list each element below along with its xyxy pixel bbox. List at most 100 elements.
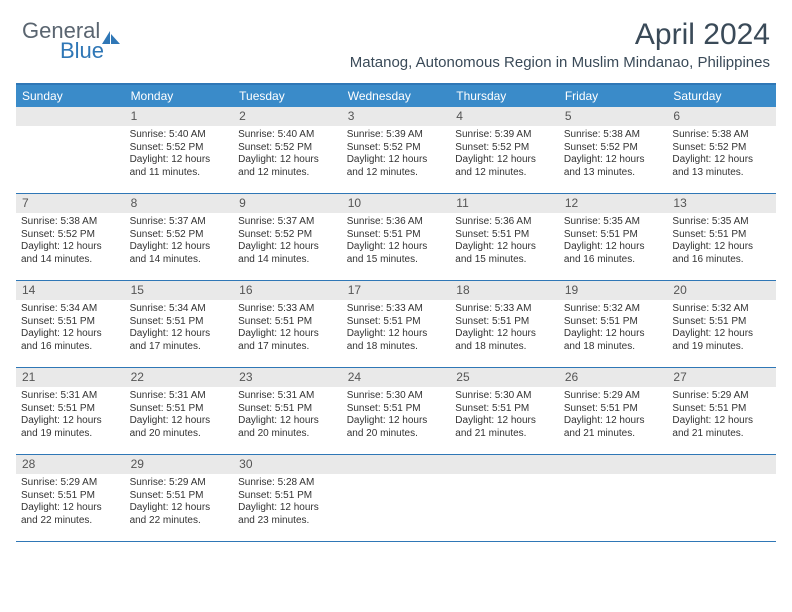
day-dl1: Daylight: 12 hours	[564, 328, 663, 341]
day-body: Sunrise: 5:31 AMSunset: 5:51 PMDaylight:…	[233, 387, 342, 444]
day-body: Sunrise: 5:29 AMSunset: 5:51 PMDaylight:…	[667, 387, 776, 444]
day-ss: Sunset: 5:51 PM	[21, 316, 120, 329]
day-number: 9	[233, 194, 342, 213]
day-number: 29	[125, 455, 234, 474]
day-sr: Sunrise: 5:33 AM	[238, 303, 337, 316]
title-block: April 2024 Matanog, Autonomous Region in…	[350, 18, 770, 71]
day-cell: 28Sunrise: 5:29 AMSunset: 5:51 PMDayligh…	[16, 455, 125, 541]
day-number: 8	[125, 194, 234, 213]
day-sr: Sunrise: 5:29 AM	[130, 477, 229, 490]
day-dl2: and 12 minutes.	[238, 167, 337, 180]
day-dl1: Daylight: 12 hours	[21, 502, 120, 515]
day-cell: 17Sunrise: 5:33 AMSunset: 5:51 PMDayligh…	[342, 281, 451, 367]
day-dl1: Daylight: 12 hours	[238, 328, 337, 341]
day-cell: 3Sunrise: 5:39 AMSunset: 5:52 PMDaylight…	[342, 107, 451, 193]
day-body: Sunrise: 5:32 AMSunset: 5:51 PMDaylight:…	[559, 300, 668, 357]
day-sr: Sunrise: 5:39 AM	[347, 129, 446, 142]
day-cell: 21Sunrise: 5:31 AMSunset: 5:51 PMDayligh…	[16, 368, 125, 454]
month-title: April 2024	[350, 18, 770, 52]
day-cell: 11Sunrise: 5:36 AMSunset: 5:51 PMDayligh…	[450, 194, 559, 280]
day-dl1: Daylight: 12 hours	[564, 415, 663, 428]
day-dl1: Daylight: 12 hours	[672, 415, 771, 428]
day-sr: Sunrise: 5:29 AM	[21, 477, 120, 490]
day-sr: Sunrise: 5:32 AM	[564, 303, 663, 316]
day-sr: Sunrise: 5:40 AM	[238, 129, 337, 142]
day-ss: Sunset: 5:52 PM	[130, 142, 229, 155]
day-number: 18	[450, 281, 559, 300]
day-dl2: and 13 minutes.	[672, 167, 771, 180]
day-cell: 4Sunrise: 5:39 AMSunset: 5:52 PMDaylight…	[450, 107, 559, 193]
day-cell: 8Sunrise: 5:37 AMSunset: 5:52 PMDaylight…	[125, 194, 234, 280]
day-number: 28	[16, 455, 125, 474]
day-dl1: Daylight: 12 hours	[455, 328, 554, 341]
day-body	[559, 474, 668, 481]
day-body: Sunrise: 5:38 AMSunset: 5:52 PMDaylight:…	[667, 126, 776, 183]
day-number: 13	[667, 194, 776, 213]
weekday-header: Monday	[125, 85, 234, 107]
day-dl1: Daylight: 12 hours	[130, 502, 229, 515]
day-ss: Sunset: 5:51 PM	[564, 229, 663, 242]
day-dl2: and 20 minutes.	[238, 428, 337, 441]
day-cell: 16Sunrise: 5:33 AMSunset: 5:51 PMDayligh…	[233, 281, 342, 367]
day-sr: Sunrise: 5:33 AM	[455, 303, 554, 316]
day-body: Sunrise: 5:39 AMSunset: 5:52 PMDaylight:…	[450, 126, 559, 183]
day-dl1: Daylight: 12 hours	[130, 154, 229, 167]
day-dl2: and 19 minutes.	[21, 428, 120, 441]
day-cell: 23Sunrise: 5:31 AMSunset: 5:51 PMDayligh…	[233, 368, 342, 454]
day-cell: 12Sunrise: 5:35 AMSunset: 5:51 PMDayligh…	[559, 194, 668, 280]
day-dl2: and 12 minutes.	[347, 167, 446, 180]
day-sr: Sunrise: 5:38 AM	[564, 129, 663, 142]
day-sr: Sunrise: 5:35 AM	[672, 216, 771, 229]
day-cell: 27Sunrise: 5:29 AMSunset: 5:51 PMDayligh…	[667, 368, 776, 454]
day-cell	[16, 107, 125, 193]
day-dl1: Daylight: 12 hours	[455, 154, 554, 167]
day-dl2: and 18 minutes.	[347, 341, 446, 354]
day-ss: Sunset: 5:52 PM	[238, 229, 337, 242]
day-dl2: and 14 minutes.	[238, 254, 337, 267]
day-ss: Sunset: 5:51 PM	[347, 403, 446, 416]
day-ss: Sunset: 5:51 PM	[672, 229, 771, 242]
day-dl2: and 15 minutes.	[347, 254, 446, 267]
day-dl1: Daylight: 12 hours	[21, 241, 120, 254]
day-dl2: and 16 minutes.	[672, 254, 771, 267]
day-number	[342, 455, 451, 474]
day-body	[342, 474, 451, 481]
day-cell: 20Sunrise: 5:32 AMSunset: 5:51 PMDayligh…	[667, 281, 776, 367]
day-sr: Sunrise: 5:37 AM	[130, 216, 229, 229]
day-ss: Sunset: 5:51 PM	[455, 316, 554, 329]
day-sr: Sunrise: 5:30 AM	[347, 390, 446, 403]
day-number: 21	[16, 368, 125, 387]
day-cell: 1Sunrise: 5:40 AMSunset: 5:52 PMDaylight…	[125, 107, 234, 193]
day-cell: 26Sunrise: 5:29 AMSunset: 5:51 PMDayligh…	[559, 368, 668, 454]
day-dl2: and 17 minutes.	[238, 341, 337, 354]
day-dl1: Daylight: 12 hours	[130, 415, 229, 428]
day-cell: 6Sunrise: 5:38 AMSunset: 5:52 PMDaylight…	[667, 107, 776, 193]
day-dl2: and 21 minutes.	[455, 428, 554, 441]
day-dl2: and 20 minutes.	[130, 428, 229, 441]
day-ss: Sunset: 5:51 PM	[347, 316, 446, 329]
logo-sail-icon	[102, 30, 122, 44]
day-number: 30	[233, 455, 342, 474]
day-dl1: Daylight: 12 hours	[564, 154, 663, 167]
day-body: Sunrise: 5:37 AMSunset: 5:52 PMDaylight:…	[125, 213, 234, 270]
day-sr: Sunrise: 5:36 AM	[455, 216, 554, 229]
day-cell: 25Sunrise: 5:30 AMSunset: 5:51 PMDayligh…	[450, 368, 559, 454]
day-dl1: Daylight: 12 hours	[238, 502, 337, 515]
day-cell: 9Sunrise: 5:37 AMSunset: 5:52 PMDaylight…	[233, 194, 342, 280]
weekday-header: Thursday	[450, 85, 559, 107]
day-cell: 29Sunrise: 5:29 AMSunset: 5:51 PMDayligh…	[125, 455, 234, 541]
day-cell: 15Sunrise: 5:34 AMSunset: 5:51 PMDayligh…	[125, 281, 234, 367]
day-dl2: and 16 minutes.	[564, 254, 663, 267]
day-dl1: Daylight: 12 hours	[238, 241, 337, 254]
day-number: 4	[450, 107, 559, 126]
day-sr: Sunrise: 5:31 AM	[238, 390, 337, 403]
day-ss: Sunset: 5:52 PM	[672, 142, 771, 155]
week-row: 21Sunrise: 5:31 AMSunset: 5:51 PMDayligh…	[16, 368, 776, 455]
day-body	[667, 474, 776, 481]
logo: GeneralBlue	[22, 18, 122, 64]
day-cell	[450, 455, 559, 541]
day-body: Sunrise: 5:35 AMSunset: 5:51 PMDaylight:…	[667, 213, 776, 270]
day-cell: 22Sunrise: 5:31 AMSunset: 5:51 PMDayligh…	[125, 368, 234, 454]
day-dl1: Daylight: 12 hours	[347, 328, 446, 341]
day-dl2: and 20 minutes.	[347, 428, 446, 441]
